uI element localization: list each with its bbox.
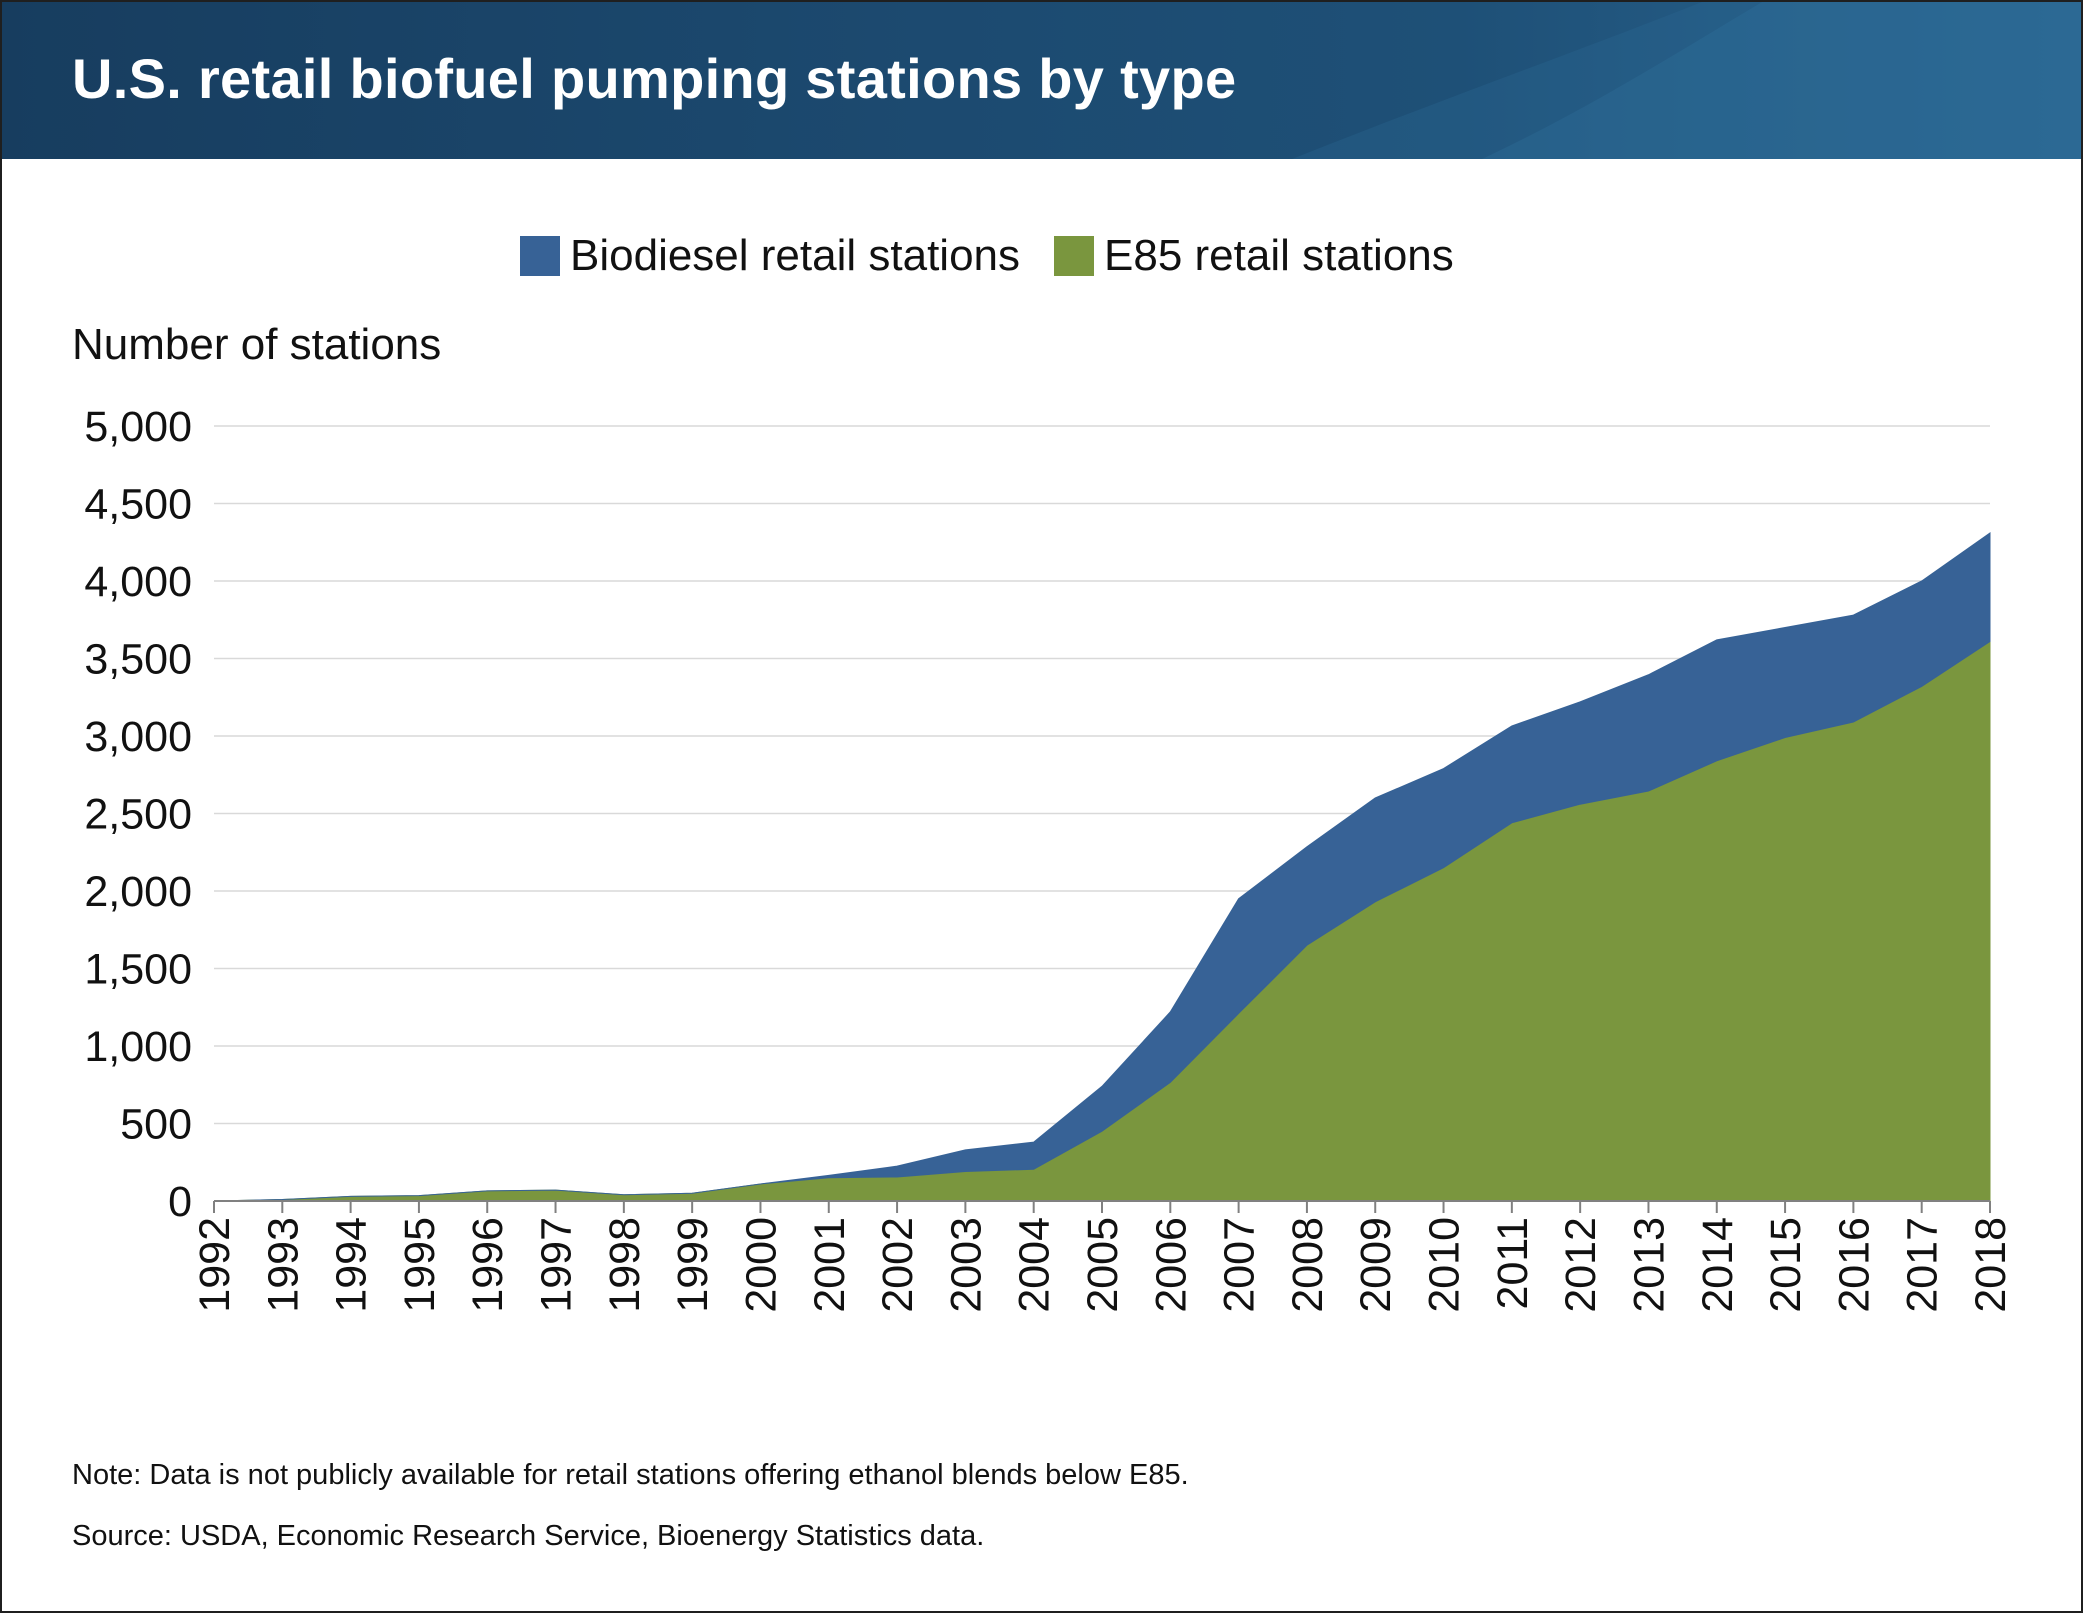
x-tick-label-2016: 2016	[1830, 1217, 1878, 1313]
chart-title: U.S. retail biofuel pumping stations by …	[72, 47, 1237, 110]
x-tick-label-1998: 1998	[601, 1217, 649, 1313]
legend-label-biodiesel: Biodiesel retail stations	[570, 231, 1021, 280]
y-tick-label-3000: 3,000	[84, 713, 192, 761]
y-tick-labels: 0 500 1,000 1,500 2,000 2,500 3,000 3,500 4,000 4…	[84, 403, 192, 1226]
x-tick-label-2008: 2008	[1284, 1217, 1332, 1313]
x-tick-label-2011: 2011	[1489, 1217, 1537, 1309]
x-tick-label-2017: 2017	[1899, 1217, 1947, 1313]
x-tick-label-2002: 2002	[874, 1217, 922, 1313]
legend-label-e85: E85 retail stations	[1104, 231, 1454, 280]
x-tick-label-2010: 2010	[1421, 1217, 1469, 1313]
x-tick-label-1994: 1994	[328, 1217, 376, 1313]
y-tick-label-5000: 5,000	[84, 403, 192, 451]
x-tick-label-2004: 2004	[1011, 1217, 1059, 1313]
footnote: Note: Data is not publicly available for…	[72, 1459, 1189, 1491]
x-tick-label-2009: 2009	[1352, 1217, 1400, 1313]
x-tick-label-2013: 2013	[1625, 1217, 1673, 1313]
area-chart: 0 500 1,000 1,500 2,000 2,500 3,000 3,500 4,000 4…	[84, 403, 2015, 1313]
y-tick-label-1000: 1,000	[84, 1023, 192, 1071]
legend-swatch-e85	[1054, 236, 1095, 276]
y-tick-label-4000: 4,000	[84, 558, 192, 606]
axes	[213, 1200, 1991, 1213]
y-tick-label-4500: 4,500	[84, 481, 192, 529]
y-tick-label-3500: 3,500	[84, 636, 192, 684]
x-tick-label-2014: 2014	[1694, 1217, 1742, 1313]
stacked-areas	[213, 531, 1991, 1202]
x-tick-label-2012: 2012	[1557, 1217, 1605, 1313]
x-tick-label-2006: 2006	[1147, 1217, 1195, 1313]
x-tick-label-1999: 1999	[669, 1217, 717, 1313]
legend-swatch-biodiesel	[520, 236, 560, 276]
x-tick-label-1993: 1993	[259, 1217, 307, 1313]
x-tick-label-2007: 2007	[1216, 1217, 1264, 1313]
y-tick-label-2500: 2,500	[84, 791, 192, 839]
legend-item-e85: E85 retail stations	[1054, 231, 1454, 281]
legend: Biodiesel retail stations E85 retail sta…	[520, 228, 1488, 284]
biodiesel-area	[213, 531, 1991, 1202]
banner-swoosh	[1292, 2, 2081, 159]
x-tick-label-1997: 1997	[533, 1217, 581, 1313]
y-tick-label-1500: 1,500	[84, 946, 192, 994]
x-tick-label-2001: 2001	[806, 1217, 854, 1313]
y-tick-label-2000: 2,000	[84, 868, 192, 916]
x-tick-label-2018: 2018	[1967, 1217, 2015, 1313]
title-banner: U.S. retail biofuel pumping stations by …	[2, 2, 2081, 159]
source-note: Source: USDA, Economic Research Service,…	[72, 1520, 985, 1552]
legend-item-biodiesel: Biodiesel retail stations	[520, 231, 1020, 281]
y-axis-label: Number of stations	[72, 320, 442, 369]
x-tick-label-1992: 1992	[191, 1217, 239, 1313]
y-tick-label-0: 0	[168, 1178, 192, 1226]
x-tick-label-2000: 2000	[737, 1217, 785, 1313]
x-tick-labels: 1992 1993 1994 1995 1996 1997 1998 1999 2000 2001…	[191, 1217, 2015, 1313]
x-tick-label-2005: 2005	[1079, 1217, 1127, 1313]
x-tick-label-1995: 1995	[396, 1217, 444, 1313]
x-tick-label-2003: 2003	[942, 1217, 990, 1313]
x-tick-label-2015: 2015	[1762, 1217, 1810, 1313]
y-tick-label-500: 500	[120, 1101, 192, 1149]
x-tick-label-1996: 1996	[464, 1217, 512, 1313]
